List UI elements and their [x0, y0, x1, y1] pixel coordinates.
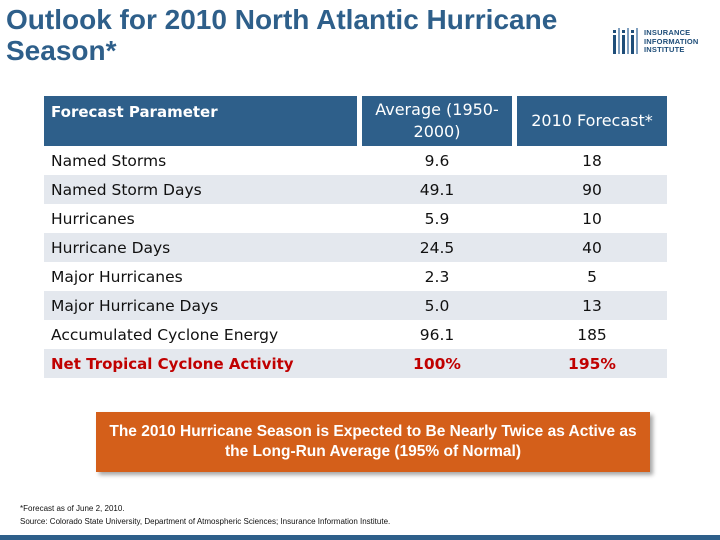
- row-forecast: 10: [582, 209, 602, 228]
- row-average: 96.1: [419, 325, 455, 344]
- bottom-bar: [0, 535, 720, 540]
- row-param: Hurricane Days: [51, 238, 171, 257]
- iii-logo-text: INSURANCE INFORMATION INSTITUTE: [644, 29, 699, 55]
- row-average: 9.6: [424, 151, 450, 170]
- header-2010-forecast: 2010 Forecast*: [517, 96, 667, 146]
- table-row: Accumulated Cyclone Energy 96.1 185: [44, 320, 667, 349]
- row-forecast: 185: [577, 325, 607, 344]
- logo-line: INSURANCE: [644, 28, 691, 38]
- table-row-highlight: Net Tropical Cyclone Activity 100% 195%: [44, 349, 667, 378]
- row-average: 49.1: [419, 180, 455, 199]
- row-param: Named Storms: [51, 151, 167, 170]
- footnote-source: Source: Colorado State University, Depar…: [20, 517, 391, 526]
- iii-logo-icon: [613, 28, 638, 54]
- row-average: 100%: [413, 354, 461, 373]
- table-row: Major Hurricanes 2.3 5: [44, 262, 667, 291]
- forecast-table: Forecast Parameter Average (1950-2000) 2…: [44, 96, 667, 378]
- row-param: Named Storm Days: [51, 180, 202, 199]
- row-forecast: 13: [582, 296, 602, 315]
- table-row: Major Hurricane Days 5.0 13: [44, 291, 667, 320]
- table-row: Named Storm Days 49.1 90: [44, 175, 667, 204]
- row-average: 5.9: [424, 209, 450, 228]
- row-average: 24.5: [419, 238, 455, 257]
- row-average: 2.3: [424, 267, 450, 286]
- table-header-row: Forecast Parameter Average (1950-2000) 2…: [44, 96, 667, 146]
- row-param: Accumulated Cyclone Energy: [51, 325, 279, 344]
- row-forecast: 18: [582, 151, 602, 170]
- row-param: Net Tropical Cyclone Activity: [51, 354, 294, 373]
- row-param: Hurricanes: [51, 209, 135, 228]
- row-forecast: 40: [582, 238, 602, 257]
- table-row: Hurricane Days 24.5 40: [44, 233, 667, 262]
- row-param: Major Hurricane Days: [51, 296, 219, 315]
- table-row: Hurricanes 5.9 10: [44, 204, 667, 233]
- footnote-forecast-date: *Forecast as of June 2, 2010.: [20, 504, 125, 513]
- iii-logo: INSURANCE INFORMATION INSTITUTE: [612, 22, 712, 62]
- logo-line: INFORMATION: [644, 36, 699, 46]
- row-forecast: 195%: [568, 354, 616, 373]
- logo-line: INSTITUTE: [644, 45, 685, 55]
- row-forecast: 5: [587, 267, 597, 286]
- row-param: Major Hurricanes: [51, 267, 183, 286]
- slide-title: Outlook for 2010 North Atlantic Hurrican…: [6, 4, 558, 66]
- row-forecast: 90: [582, 180, 602, 199]
- header-average: Average (1950-2000): [362, 96, 512, 146]
- callout-text: The 2010 Hurricane Season is Expected to…: [109, 423, 637, 460]
- row-average: 5.0: [424, 296, 450, 315]
- summary-callout: The 2010 Hurricane Season is Expected to…: [96, 412, 650, 472]
- footnote: *Forecast as of June 2, 2010. Source: Co…: [20, 502, 390, 528]
- header-forecast-parameter: Forecast Parameter: [44, 96, 357, 146]
- table-row: Named Storms 9.6 18: [44, 146, 667, 175]
